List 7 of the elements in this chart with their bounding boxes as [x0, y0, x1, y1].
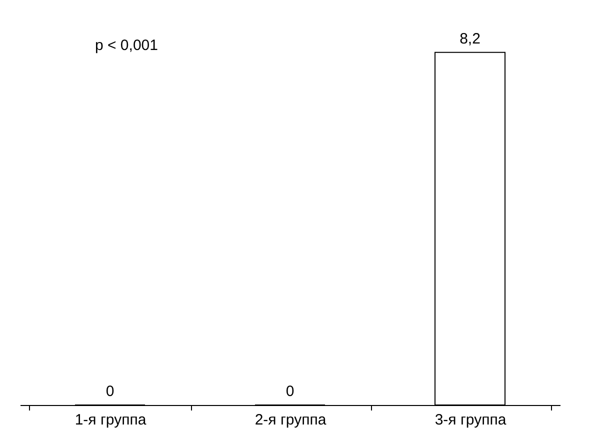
x-tick-label: 2-я группа [254, 412, 327, 428]
x-tick-label: 1-я группа [74, 412, 147, 428]
annotation: p < 0,001 [95, 37, 158, 54]
data-label: 0 [106, 383, 114, 400]
data-label: 8,2 [460, 30, 480, 48]
data-label: 0 [286, 383, 294, 400]
x-tick-label: 3-я группа [434, 412, 507, 428]
